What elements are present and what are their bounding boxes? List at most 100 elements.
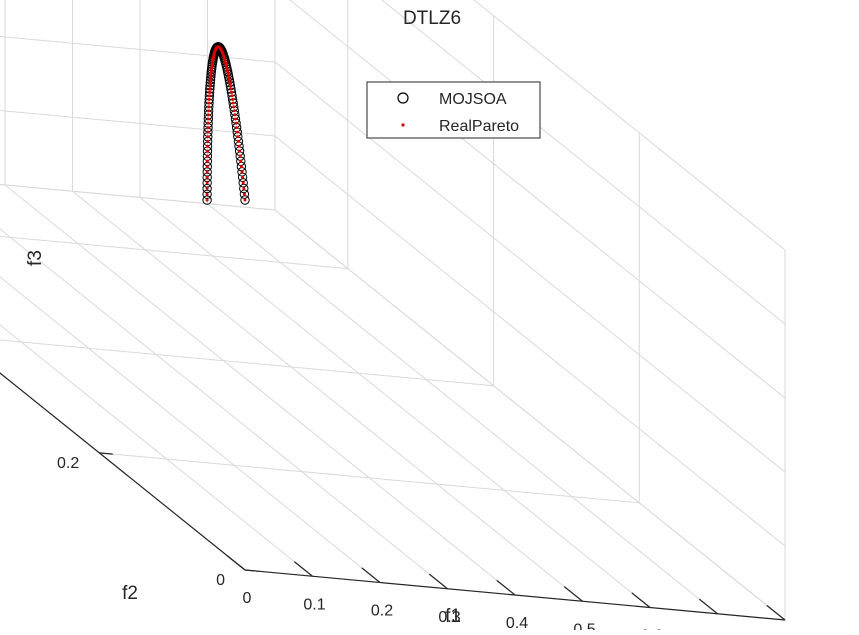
legend-label-mojsoa: MOJSOA	[439, 91, 507, 108]
realpareto-point	[208, 87, 212, 91]
grid-line	[274, 209, 786, 621]
grid-line	[0, 372, 246, 571]
x-tick	[428, 573, 448, 590]
realpareto-point	[227, 75, 231, 79]
realpareto-point	[206, 121, 210, 125]
realpareto-point	[238, 154, 242, 158]
realpareto-point	[206, 126, 210, 130]
realpareto-point	[206, 139, 210, 143]
realpareto-point	[209, 75, 213, 79]
realpareto-point	[240, 170, 244, 174]
realpareto-point	[207, 101, 211, 105]
x-tick	[361, 567, 381, 583]
y-tick-label: 0.2	[57, 455, 79, 472]
realpareto-point	[206, 135, 210, 139]
realpareto-point	[207, 109, 211, 113]
x-tick-label: 0	[243, 590, 252, 607]
realpareto-point	[207, 105, 211, 109]
grid-line	[0, 324, 313, 577]
grid-line	[0, 36, 276, 63]
x-tick	[698, 598, 718, 615]
legend-label-realpareto: RealPareto	[439, 118, 519, 135]
mojsoa-point	[202, 195, 212, 205]
realpareto-point	[205, 175, 209, 179]
legend: MOJSOA RealPareto	[366, 81, 541, 139]
realpareto-point	[239, 159, 243, 163]
x-tick	[563, 586, 583, 602]
realpareto-point	[235, 126, 239, 130]
realpareto-point	[205, 181, 209, 185]
realpareto-point	[205, 170, 209, 174]
x-tick	[631, 592, 651, 608]
grid-line	[381, 0, 786, 325]
grid-line	[139, 197, 651, 608]
grid-line	[72, 190, 583, 602]
realpareto-point	[236, 139, 240, 143]
realpareto-point	[233, 113, 237, 117]
grid-line	[0, 235, 348, 270]
realpareto-point	[239, 165, 243, 169]
realpareto-point	[209, 72, 213, 76]
realpareto-point	[209, 70, 213, 74]
realpareto-point	[206, 144, 210, 148]
x-tick-label: 0.5	[573, 621, 595, 630]
chart-title: DTLZ6	[403, 8, 461, 29]
realpareto-point	[230, 94, 234, 98]
z-axis-label: f3	[25, 250, 46, 266]
y-tick	[99, 452, 113, 455]
realpareto-point	[228, 84, 232, 88]
realpareto-point	[209, 78, 213, 82]
x-tick	[293, 561, 313, 577]
legend-marker-realpareto	[401, 123, 405, 127]
realpareto-point	[234, 121, 238, 125]
realpareto-point	[226, 72, 230, 76]
realpareto-point	[210, 67, 214, 71]
mojsoa-point	[240, 195, 250, 205]
realpareto-point	[206, 113, 210, 117]
realpareto-point	[205, 192, 209, 196]
realpareto-point	[210, 63, 214, 67]
realpareto-point	[238, 149, 242, 153]
grid-line	[0, 184, 276, 211]
realpareto-point	[208, 81, 212, 85]
mojsoa-point	[202, 189, 212, 199]
realpareto-point	[207, 97, 211, 101]
realpareto-point	[229, 90, 233, 94]
realpareto-point	[208, 90, 212, 94]
points-layer	[202, 42, 250, 205]
realpareto-point	[206, 130, 210, 134]
realpareto-point	[205, 149, 209, 153]
grid-line	[0, 339, 494, 387]
grid-line	[473, 0, 786, 251]
grid-layer	[0, 0, 786, 621]
x-tick-label: 0.4	[506, 615, 528, 630]
realpareto-point	[206, 117, 210, 121]
realpareto-point	[225, 67, 229, 71]
grid-line	[274, 61, 786, 473]
realpareto-point	[207, 94, 211, 98]
mojsoa-point	[239, 183, 249, 194]
grid-line	[0, 110, 276, 137]
x-tick	[496, 579, 516, 596]
grid-line	[99, 452, 640, 504]
x-tick	[766, 604, 786, 621]
realpareto-point	[242, 192, 246, 196]
y-tick	[244, 569, 259, 572]
realpareto-point	[210, 65, 214, 69]
y-tick-label: 0	[216, 572, 225, 589]
grid-line	[4, 184, 516, 596]
grid-line	[274, 135, 786, 547]
mojsoa-point	[239, 189, 250, 199]
realpareto-point	[235, 130, 239, 134]
realpareto-point	[232, 105, 236, 109]
realpareto-point	[205, 154, 209, 158]
grid-line	[207, 203, 718, 615]
grid-line	[0, 184, 276, 211]
y-axis-label: f2	[122, 583, 138, 604]
realpareto-point	[241, 181, 245, 185]
x-axis-label: f1	[445, 606, 461, 627]
realpareto-point	[237, 144, 241, 148]
realpareto-point	[242, 186, 246, 190]
realpareto-point	[231, 101, 235, 105]
